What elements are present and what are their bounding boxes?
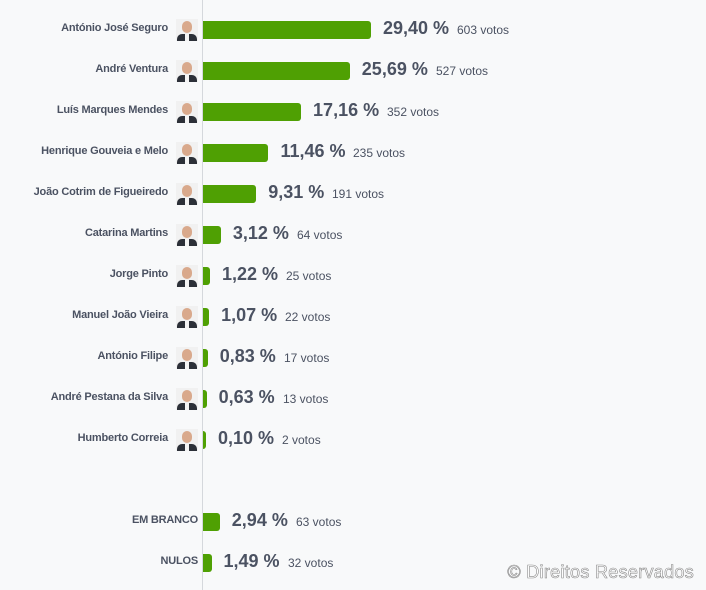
candidate-name: Jorge Pinto: [109, 268, 169, 280]
percentage-label: 25,69 %: [361, 59, 428, 79]
result-bar: [203, 513, 220, 531]
candidate-row: Jorge Pinto 1,22 % 25 votos: [0, 264, 706, 288]
percentage-label: 0,83 %: [219, 346, 276, 366]
candidate-row: Luís Marques Mendes 17,16 % 352 votos: [0, 100, 706, 124]
candidate-avatar: [176, 142, 198, 164]
votes-label: 527 votos: [436, 64, 489, 78]
candidate-row: João Cotrim de Figueiredo 9,31 % 191 votos: [0, 182, 706, 206]
candidate-avatar: [176, 60, 198, 82]
votes-label: 32 votos: [288, 556, 334, 570]
result-bar: [203, 431, 206, 449]
percentage-label: 1,49 %: [223, 551, 280, 571]
candidate-avatar: [176, 101, 198, 123]
candidate-name: João Cotrim de Figueiredo: [33, 186, 169, 198]
result-bar: [203, 62, 350, 80]
percentage-label: 2,94 %: [231, 510, 288, 530]
candidate-name: Humberto Correia: [77, 432, 169, 444]
candidate-name: André Ventura: [95, 63, 168, 75]
percentage-label: 0,63 %: [218, 387, 275, 407]
candidate-name: Catarina Martins: [85, 227, 168, 239]
candidate-row: Manuel João Vieira 1,07 % 22 votos: [0, 305, 706, 329]
votes-label: 17 votos: [284, 351, 330, 365]
candidate-row: Humberto Correia 0,10 % 2 votos: [0, 428, 706, 452]
candidate-avatar: [176, 388, 198, 410]
percentage-label: 29,40 %: [383, 18, 450, 38]
candidate-avatar: [176, 19, 198, 41]
candidate-avatar: [176, 429, 198, 451]
candidate-row: EM BRANCO 2,94 % 63 votos: [0, 510, 706, 534]
votes-label: 603 votos: [457, 23, 510, 37]
result-bar: [203, 103, 302, 121]
votes-label: 352 votos: [387, 105, 440, 119]
result-bar: [203, 144, 269, 162]
votes-label: 64 votos: [297, 228, 343, 242]
candidate-row: André Ventura 25,69 % 527 votos: [0, 59, 706, 83]
votes-label: 191 votos: [332, 187, 385, 201]
result-bar: [203, 21, 371, 39]
percentage-label: 0,10 %: [218, 428, 275, 448]
percentage-label: 1,22 %: [221, 264, 279, 284]
candidate-name: Luís Marques Mendes: [56, 104, 168, 116]
result-bar: [203, 185, 257, 203]
candidate-name: André Pestana da Silva: [50, 391, 168, 403]
result-bar: [203, 554, 212, 572]
watermark: © Direitos Reservados: [507, 562, 694, 583]
candidate-name: Manuel João Vieira: [72, 309, 168, 321]
candidate-row: António José Seguro 29,40 % 603 votos: [0, 18, 706, 42]
votes-label: 2 votos: [282, 433, 321, 447]
votes-label: 13 votos: [283, 392, 329, 406]
votes-label: 22 votos: [285, 310, 331, 324]
result-bar: [203, 308, 210, 326]
percentage-label: 9,31 %: [268, 182, 325, 202]
result-bar: [203, 349, 208, 367]
candidate-avatar: [176, 183, 198, 205]
candidate-row: Catarina Martins 3,12 % 64 votos: [0, 223, 706, 247]
result-bar: [203, 267, 210, 285]
result-bar: [203, 390, 207, 408]
candidate-row: António Filipe 0,83 % 17 votos: [0, 346, 706, 370]
percentage-label: 17,16 %: [313, 100, 380, 120]
candidate-avatar: [176, 306, 198, 328]
candidate-name: António Filipe: [97, 350, 168, 362]
candidate-name: NULOS: [160, 555, 198, 567]
percentage-label: 3,12 %: [232, 223, 289, 243]
candidate-name: EM BRANCO: [131, 514, 198, 526]
candidate-avatar: [176, 224, 198, 246]
candidate-row: Henrique Gouveia e Melo 11,46 % 235 votos: [0, 141, 706, 165]
percentage-label: 11,46 %: [280, 141, 346, 161]
votes-label: 63 votos: [296, 515, 342, 529]
result-bar: [203, 226, 221, 244]
candidate-avatar: [176, 347, 198, 369]
chart-axis-line: [202, 0, 203, 590]
candidate-name: António José Seguro: [61, 22, 168, 34]
percentage-label: 1,07 %: [221, 305, 278, 325]
candidate-row: André Pestana da Silva 0,63 % 13 votos: [0, 387, 706, 411]
candidate-row: NULOS 1,49 % 32 votos: [0, 551, 706, 575]
candidate-avatar: [176, 265, 198, 287]
candidate-name: Henrique Gouveia e Melo: [41, 145, 168, 157]
votes-label: 25 votos: [286, 269, 332, 283]
votes-label: 235 votos: [353, 146, 406, 160]
